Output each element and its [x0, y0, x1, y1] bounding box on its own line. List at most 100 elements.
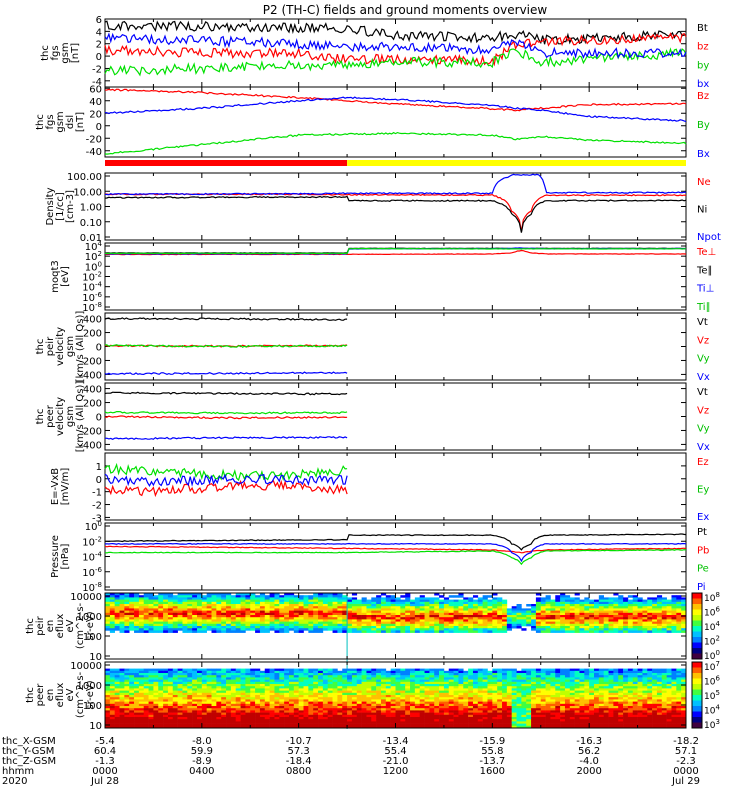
spectrogram-cell [541, 622, 546, 625]
spectrogram-cell [429, 622, 434, 625]
spectrogram-cell [163, 717, 168, 720]
spectrogram-cell [221, 613, 226, 616]
spectrogram-cell [347, 597, 352, 600]
spectrogram-cell [638, 624, 643, 627]
spectrogram-cell [342, 715, 347, 718]
spectrogram-cell [212, 617, 217, 620]
spectrogram-cell [439, 713, 444, 716]
spectrogram-cell [667, 626, 672, 629]
spectrogram-cell [279, 608, 284, 611]
spectrogram-cell [270, 595, 275, 598]
spectrogram-cell [371, 719, 376, 722]
spectrogram-cell [642, 622, 647, 625]
spectrogram-cell [139, 673, 144, 676]
spectrogram-cell [400, 708, 405, 711]
spectrogram-cell [391, 604, 396, 607]
spectrogram-cell [468, 628, 473, 631]
spectrogram-cell [207, 669, 212, 672]
spectrogram-cell [396, 686, 401, 689]
legend-label: Ti⊥ [696, 284, 714, 295]
spectrogram-cell [173, 724, 178, 727]
spectrogram-cell [299, 606, 304, 609]
spectrogram-cell [149, 702, 154, 705]
spectrogram-cell [158, 688, 163, 691]
spectrogram-cell [483, 624, 488, 627]
spectrogram-cell [439, 630, 444, 633]
spectrogram-cell [236, 600, 241, 603]
spectrogram-cell [478, 695, 483, 698]
spectrogram-cell [512, 699, 517, 702]
spectrogram-cell [294, 624, 299, 627]
spectrogram-cell [492, 708, 497, 711]
spectrogram-cell [158, 608, 163, 611]
spectrogram-cell [328, 624, 333, 627]
spectrogram-cell [153, 702, 158, 705]
spectrogram-cell [410, 704, 415, 707]
spectrogram-cell [173, 691, 178, 694]
spectrogram-cell [231, 675, 236, 678]
spectrogram-cell [391, 630, 396, 633]
spectrogram-cell [376, 597, 381, 600]
spectrogram-cell [362, 619, 367, 622]
spectrogram-cell [376, 702, 381, 705]
spectrogram-cell [250, 617, 255, 620]
spectrogram-cell [371, 684, 376, 687]
spectrogram-cell [279, 691, 284, 694]
spectrogram-cell [371, 693, 376, 696]
spectrogram-cell [260, 602, 265, 605]
spectrogram-cell [473, 677, 478, 680]
spectrogram-cell [429, 630, 434, 633]
spectrogram-cell [468, 688, 473, 691]
spectrogram-cell [260, 691, 265, 694]
spectrogram-cell [526, 721, 531, 724]
spectrogram-cell [405, 706, 410, 709]
spectrogram-cell [163, 613, 168, 616]
spectrogram-cell [197, 708, 202, 711]
spectrogram-cell [546, 595, 551, 598]
spectrogram-cell [507, 721, 512, 724]
spectrogram-cell [231, 717, 236, 720]
spectrogram-cell [294, 613, 299, 616]
spectrogram-cell [468, 693, 473, 696]
spectrogram-cell [265, 715, 270, 718]
spectrogram-cell [284, 606, 289, 609]
spectrogram-cell [396, 699, 401, 702]
spectrogram-cell [289, 597, 294, 600]
spectrogram-cell [221, 699, 226, 702]
spectrogram-cell [584, 622, 589, 625]
spectrogram-cell [454, 671, 459, 674]
spectrogram-cell [250, 604, 255, 607]
spectrogram-cell [245, 611, 250, 614]
spectrogram-cell [517, 684, 522, 687]
spectrogram-cell [289, 673, 294, 676]
legend-label: Npot [697, 232, 721, 243]
spectrogram-cell [197, 680, 202, 683]
spectrogram-cell [134, 613, 139, 616]
spectrogram-cell [420, 713, 425, 716]
spectrogram-cell [502, 675, 507, 678]
spectrogram-cell [667, 604, 672, 607]
spectrogram-cell [110, 697, 115, 700]
spectrogram-cell [536, 684, 541, 687]
spectrogram-cell [168, 693, 173, 696]
spectrogram-cell [134, 688, 139, 691]
spectrogram-cell [439, 622, 444, 625]
spectrogram-cell [173, 597, 178, 600]
spectrogram-cell [212, 721, 217, 724]
spectrogram-cell [599, 613, 604, 616]
spectrogram-cell [449, 704, 454, 707]
spectrogram-cell [478, 602, 483, 605]
spectrogram-cell [550, 630, 555, 633]
spectrogram-cell [565, 604, 570, 607]
y-tick-label: 60 [89, 84, 102, 95]
spectrogram-cell [163, 682, 168, 685]
spectrogram-cell [192, 597, 197, 600]
spectrogram-cell [236, 611, 241, 614]
spectrogram-cell [304, 721, 309, 724]
spectrogram-cell [182, 595, 187, 598]
spectrogram-cell [396, 615, 401, 618]
spectrogram-cell [149, 622, 154, 625]
spectrogram-cell [289, 691, 294, 694]
spectrogram-cell [415, 677, 420, 680]
